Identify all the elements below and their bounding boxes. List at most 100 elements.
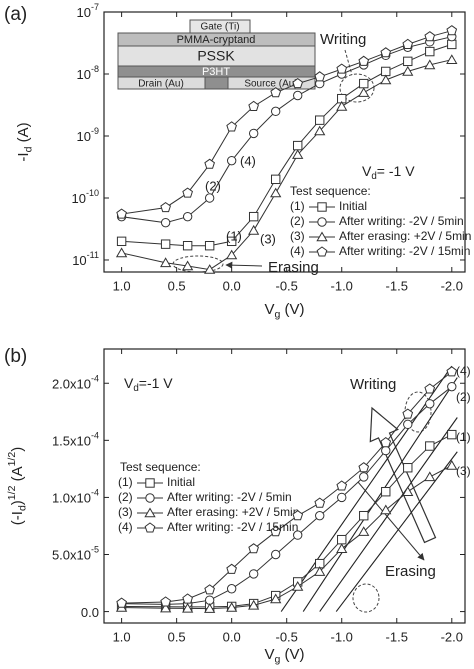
- marker: [446, 460, 458, 470]
- inset-label: Drain (Au): [138, 79, 184, 90]
- text-part: -I: [15, 152, 32, 161]
- inset-label: Source (Au): [244, 79, 297, 90]
- marker: [402, 38, 414, 49]
- marker: [315, 510, 325, 521]
- marker: [182, 602, 194, 613]
- marker: [424, 471, 436, 482]
- y-axis-title: (-Id)1/2 (A1/2): [6, 447, 29, 525]
- plot-frame: [103, 11, 466, 273]
- text-part: V: [362, 163, 372, 179]
- marker: [293, 530, 303, 540]
- condition-label: Vd=-1 V: [124, 375, 173, 394]
- marker: [424, 59, 436, 70]
- text-part: (A: [9, 466, 26, 485]
- text-part: = -1 V: [377, 163, 415, 179]
- marker: [160, 602, 172, 613]
- x-tick-label: -0.5: [275, 629, 297, 644]
- fit-line: [302, 377, 458, 612]
- y-tick-label: 10-8: [77, 64, 99, 82]
- marker: [226, 121, 237, 132]
- marker: [403, 419, 413, 430]
- x-tick-label: 0.0: [223, 629, 241, 644]
- text-part: V: [264, 301, 274, 318]
- marker: [293, 90, 303, 101]
- channel: [204, 76, 229, 90]
- marker: [292, 581, 304, 591]
- fit-line: [280, 365, 453, 612]
- marker: [293, 140, 303, 151]
- legend-marker: [317, 202, 327, 212]
- marker: [182, 240, 193, 251]
- marker: [337, 534, 347, 545]
- legend-marker: [317, 217, 327, 227]
- inset-label: Gate (Ti): [200, 22, 239, 33]
- y-tick-label: 1.5x10-4: [52, 431, 99, 449]
- inset-label: P3HT: [202, 66, 230, 78]
- text-part: ): [9, 447, 26, 452]
- marker: [116, 208, 127, 219]
- marker: [270, 174, 281, 185]
- annotation: (4): [240, 153, 256, 168]
- marker: [314, 566, 326, 576]
- marker: [182, 187, 193, 198]
- text-part: 1/2: [6, 485, 18, 500]
- marker: [270, 106, 281, 117]
- text-part: (-I: [9, 511, 26, 525]
- marker: [160, 257, 172, 268]
- marker: [204, 240, 215, 251]
- erasing-arrow: [357, 481, 425, 561]
- annotation: Writing: [350, 376, 396, 393]
- legend-tag: (3): [118, 505, 133, 519]
- text-part: d: [16, 505, 28, 511]
- marker: [248, 543, 259, 554]
- marker: [446, 25, 458, 36]
- legend-tag: (2): [118, 490, 133, 504]
- annotation: (2): [456, 390, 471, 404]
- text-part: d: [22, 146, 34, 152]
- legend-tag: (3): [290, 229, 305, 243]
- x-axis-title: Vg (V): [264, 301, 304, 320]
- text-part: =-1 V: [139, 375, 174, 391]
- marker: [402, 408, 414, 419]
- marker: [447, 39, 457, 50]
- marker: [425, 441, 435, 451]
- marker: [160, 239, 171, 249]
- device-schematic: Gate (Ti) PMMA-cryptand PSSK P3HT Drain …: [117, 19, 316, 90]
- y-tick-label: 1.0x10-4: [52, 488, 99, 506]
- marker: [403, 463, 413, 473]
- marker: [292, 77, 304, 89]
- legend-label: After writing: -2V / 5min: [167, 490, 292, 504]
- marker: [204, 603, 216, 613]
- marker: [336, 480, 348, 491]
- marker: [182, 211, 193, 222]
- marker: [358, 55, 370, 66]
- text-part: (A): [15, 122, 32, 146]
- text-part: g: [275, 308, 281, 320]
- text-part: V: [264, 646, 274, 663]
- marker: [402, 65, 414, 76]
- source-electrode: [227, 76, 316, 90]
- x-tick-label: 0.0: [223, 278, 241, 293]
- marker: [336, 63, 348, 74]
- text-part: d: [371, 171, 376, 182]
- marker: [424, 31, 436, 42]
- x-tick-label: -2.0: [441, 278, 463, 293]
- annotation: Erasing: [268, 259, 319, 276]
- y-axis-title: -Id (A): [15, 122, 34, 161]
- marker: [270, 187, 282, 198]
- legend-label: After erasing: +2V / 5min: [339, 229, 471, 243]
- text-part: 1/2: [6, 452, 18, 467]
- marker: [270, 549, 281, 560]
- plot-frame: [103, 348, 466, 624]
- erasing-region: [352, 583, 380, 613]
- marker: [446, 366, 458, 377]
- marker: [381, 445, 391, 456]
- marker: [336, 543, 348, 553]
- marker: [315, 115, 325, 125]
- marker: [160, 201, 171, 213]
- marker: [358, 526, 370, 536]
- x-tick-label: -1.0: [331, 278, 353, 293]
- annotation: (3): [260, 231, 276, 246]
